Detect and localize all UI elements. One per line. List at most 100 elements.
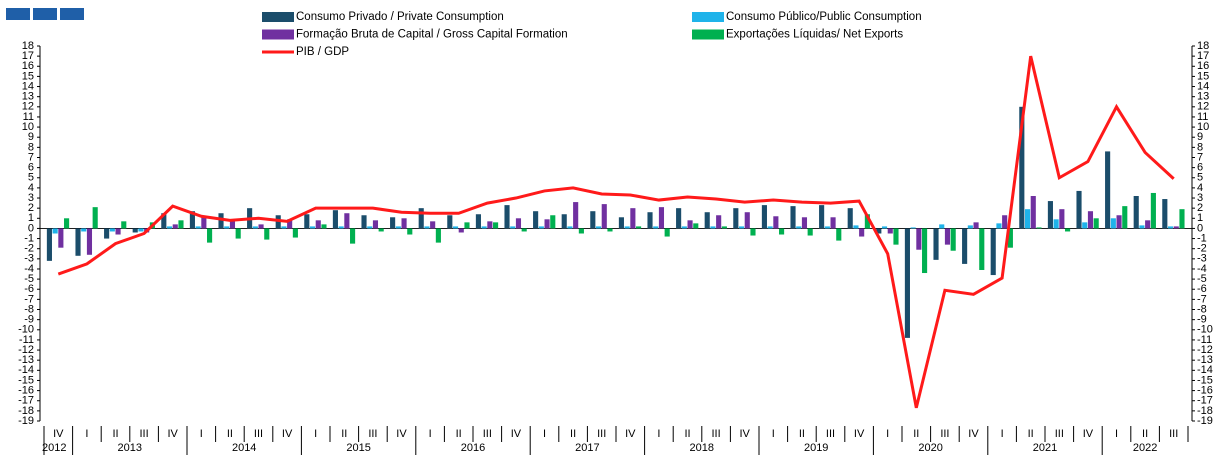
- y2-tick-label: 9: [1197, 131, 1203, 143]
- bar: [687, 220, 693, 229]
- bar: [1133, 196, 1139, 229]
- year-label: 2016: [461, 442, 485, 454]
- bar: [138, 228, 144, 232]
- bar: [939, 224, 945, 229]
- bar: [407, 228, 413, 235]
- bar: [287, 219, 293, 229]
- y-tick-label: -12: [18, 344, 34, 356]
- bar: [115, 228, 121, 235]
- bar: [218, 213, 224, 229]
- x-tick-label: III: [1055, 428, 1064, 440]
- bar: [104, 228, 110, 239]
- bar: [618, 217, 624, 229]
- y-tick-label: -17: [18, 395, 34, 407]
- bar: [744, 212, 750, 229]
- bar: [996, 223, 1002, 229]
- y2-tick-label: -15: [1197, 374, 1213, 386]
- bar: [973, 222, 979, 229]
- year-label: 2019: [804, 442, 828, 454]
- x-tick-label: I: [543, 428, 546, 440]
- x-tick-label: IV: [625, 428, 636, 440]
- bar: [836, 228, 842, 241]
- bar: [64, 218, 70, 229]
- bar: [1167, 226, 1174, 229]
- bar: [1179, 209, 1185, 229]
- bar: [378, 228, 384, 232]
- y2-tick-label: 13: [1197, 91, 1209, 103]
- bar: [1139, 225, 1145, 229]
- bar: [864, 214, 870, 229]
- bar: [46, 228, 52, 261]
- bar: [767, 226, 773, 229]
- bar: [344, 213, 350, 229]
- y2-tick-label: 18: [1197, 40, 1209, 52]
- bar: [510, 226, 516, 229]
- bar: [515, 218, 522, 229]
- bar: [1059, 209, 1065, 229]
- x-tick-label: IV: [282, 428, 293, 440]
- bar: [676, 208, 682, 229]
- bar: [904, 228, 910, 338]
- bar: [121, 221, 127, 229]
- bar: [1024, 209, 1031, 229]
- bar: [390, 217, 396, 229]
- x-tick-label: I: [85, 428, 88, 440]
- y2-tick-label: -4: [1197, 263, 1207, 275]
- y2-tick-label: -14: [1197, 364, 1213, 376]
- y-tick-label: 18: [22, 40, 34, 52]
- y2-tick-label: -17: [1197, 395, 1213, 407]
- y-tick-label: -4: [24, 263, 34, 275]
- y2-tick-label: 5: [1197, 172, 1203, 184]
- legend-swatch: [692, 12, 724, 22]
- x-tick-label: IV: [968, 428, 979, 440]
- y-tick-label: 14: [22, 80, 34, 92]
- bar: [636, 226, 642, 229]
- bar: [367, 226, 373, 229]
- x-tick-label: II: [913, 428, 919, 440]
- y-tick-label: -2: [24, 243, 34, 255]
- bar: [166, 226, 173, 229]
- bar: [207, 228, 213, 243]
- gdp-line: [57, 55, 1175, 409]
- bar: [1110, 218, 1116, 229]
- bar: [1065, 228, 1071, 232]
- y2-tick-label: -12: [1197, 344, 1213, 356]
- bar: [853, 225, 859, 229]
- bar: [887, 228, 893, 234]
- bar: [86, 228, 93, 255]
- y2-tick-label: 1: [1197, 212, 1203, 224]
- year-label: 2021: [1033, 442, 1057, 454]
- bar: [1030, 196, 1036, 229]
- bar: [452, 226, 459, 229]
- y-tick-label: -19: [18, 415, 34, 427]
- bar: [796, 226, 802, 229]
- year-label: 2014: [232, 442, 256, 454]
- bar: [172, 224, 178, 229]
- x-tick-label: III: [597, 428, 606, 440]
- bar: [1105, 151, 1111, 229]
- bar: [1053, 219, 1059, 229]
- bar: [538, 226, 544, 229]
- bar: [916, 228, 922, 250]
- bar: [504, 205, 510, 229]
- bar: [801, 217, 808, 229]
- y-tick-label: -18: [18, 405, 34, 417]
- y-tick-label: -9: [24, 314, 34, 326]
- y2-tick-label: 17: [1197, 50, 1209, 62]
- y-tick-label: -5: [24, 273, 34, 285]
- bar: [550, 215, 556, 229]
- y-tick-label: 11: [23, 111, 34, 123]
- x-tick-label: I: [429, 428, 432, 440]
- bar: [447, 215, 453, 229]
- y-tick-label: 5: [28, 172, 34, 184]
- bar: [189, 211, 195, 229]
- y-tick-label: -10: [18, 324, 34, 336]
- x-tick-label: III: [368, 428, 377, 440]
- bar: [933, 228, 939, 260]
- y-tick-label: 13: [22, 91, 34, 103]
- bar: [1007, 228, 1013, 248]
- y-tick-label: 17: [22, 50, 34, 62]
- bar: [910, 227, 916, 229]
- bar: [881, 226, 888, 229]
- logo-block: [33, 8, 57, 20]
